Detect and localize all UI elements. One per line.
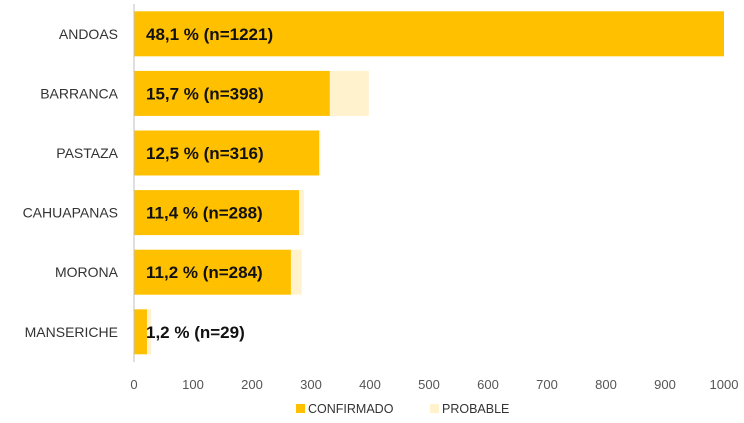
x-tick-label-400: 400 — [359, 377, 381, 392]
x-tick-label-300: 300 — [300, 377, 322, 392]
category-label-manseriche: MANSERICHE — [25, 324, 118, 340]
x-tick-label-500: 500 — [418, 377, 440, 392]
bar-confirmado-morona — [134, 249, 291, 295]
bars-layer — [134, 11, 724, 355]
data-label-manseriche: 1,2 % (n=29) — [146, 323, 245, 342]
bar-probable-manseriche — [146, 309, 152, 355]
bar-probable-morona — [290, 249, 302, 295]
x-tick-label-700: 700 — [536, 377, 558, 392]
x-tick-label-900: 900 — [654, 377, 676, 392]
x-tick-label-800: 800 — [595, 377, 617, 392]
category-label-morona: MORONA — [55, 264, 119, 280]
data-label-cahuapanas: 11,4 % (n=288) — [146, 204, 263, 223]
legend-swatch-confirmado — [296, 404, 305, 413]
bar-probable-barranca — [329, 70, 369, 116]
data-label-barranca: 15,7 % (n=398) — [146, 84, 264, 103]
bar-probable-cahuapanas — [299, 190, 304, 236]
x-tick-label-0: 0 — [130, 377, 137, 392]
legend: CONFIRMADO PROBABLE — [296, 402, 509, 416]
bar-confirmado-manseriche — [134, 309, 147, 355]
bar-confirmado-cahuapanas — [134, 190, 300, 236]
legend-swatch-probable — [430, 404, 439, 413]
bar-confirmado-pastaza — [134, 130, 320, 176]
category-label-barranca: BARRANCA — [40, 85, 118, 101]
bar-confirmado-barranca — [134, 70, 330, 116]
data-label-andoas: 48,1 % (n=1221) — [146, 25, 273, 44]
bar-probable-pastaza — [319, 130, 321, 176]
bar-confirmado-andoas — [134, 11, 724, 57]
x-tick-label-600: 600 — [477, 377, 499, 392]
x-tick-label-1000: 1000 — [710, 377, 739, 392]
legend-label-probable: PROBABLE — [442, 402, 509, 416]
category-label-cahuapanas: CAHUAPANAS — [23, 205, 118, 221]
labels-layer: ANDOAS 48,1 % (n=1221) BARRANCA 15,7 % (n=3… — [23, 25, 274, 342]
category-label-pastaza: PASTAZA — [56, 145, 118, 161]
data-label-morona: 11,2 % (n=284) — [146, 263, 263, 282]
x-tick-label-200: 200 — [241, 377, 263, 392]
data-label-pastaza: 12,5 % (n=316) — [146, 144, 264, 163]
legend-label-confirmado: CONFIRMADO — [308, 402, 394, 416]
x-tick-label-100: 100 — [182, 377, 204, 392]
category-label-andoas: ANDOAS — [59, 26, 118, 42]
axis-layer: 0 100 200 300 400 500 600 700 800 900 1000 — [130, 4, 738, 392]
